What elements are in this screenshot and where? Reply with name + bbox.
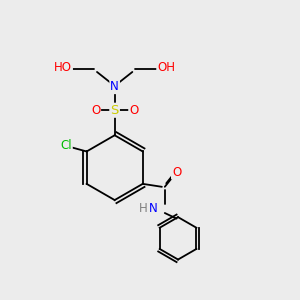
Text: Cl: Cl — [60, 139, 72, 152]
Text: H: H — [139, 202, 148, 215]
Text: N: N — [110, 80, 119, 93]
Text: OH: OH — [158, 61, 175, 74]
Text: O: O — [129, 104, 138, 117]
Text: O: O — [91, 104, 100, 117]
Text: HO: HO — [54, 61, 72, 74]
Text: O: O — [172, 166, 181, 178]
Text: N: N — [149, 202, 158, 215]
Text: S: S — [110, 104, 119, 117]
